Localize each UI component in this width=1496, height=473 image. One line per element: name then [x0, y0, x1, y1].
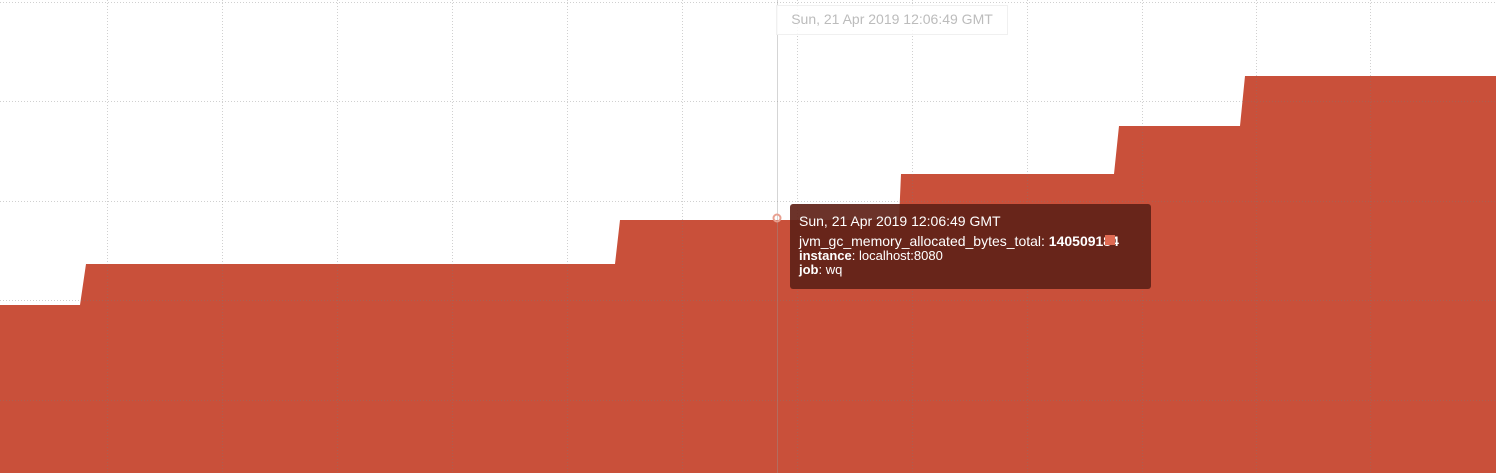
hover-time: Sun, 21 Apr 2019 12:06:49 GMT: [776, 5, 1008, 35]
tooltip-metric: jvm_gc_memory_allocated_bytes_total: [799, 233, 1042, 249]
hover-point: [772, 213, 782, 223]
tooltip: Sun, 21 Apr 2019 12:06:49 GMT jvm_gc_mem…: [790, 204, 1151, 289]
tooltip-value: 140509184: [1048, 233, 1119, 249]
tooltip-label-row: instance localhost:8080: [799, 248, 1142, 263]
label-key: instance: [799, 248, 852, 263]
label-key: job: [799, 262, 819, 277]
label-value: wq: [825, 262, 843, 277]
tooltip-metric-row: jvm_gc_memory_allocated_bytes_total 14050…: [799, 233, 1142, 249]
tooltip-label-row: jobwq: [799, 262, 1142, 277]
label-value: localhost:8080: [858, 248, 943, 263]
series-swatch: [1104, 235, 1115, 245]
series-area: [0, 76, 1496, 473]
tooltip-time: Sun, 21 Apr 2019 12:06:49 GMT: [799, 213, 1001, 229]
